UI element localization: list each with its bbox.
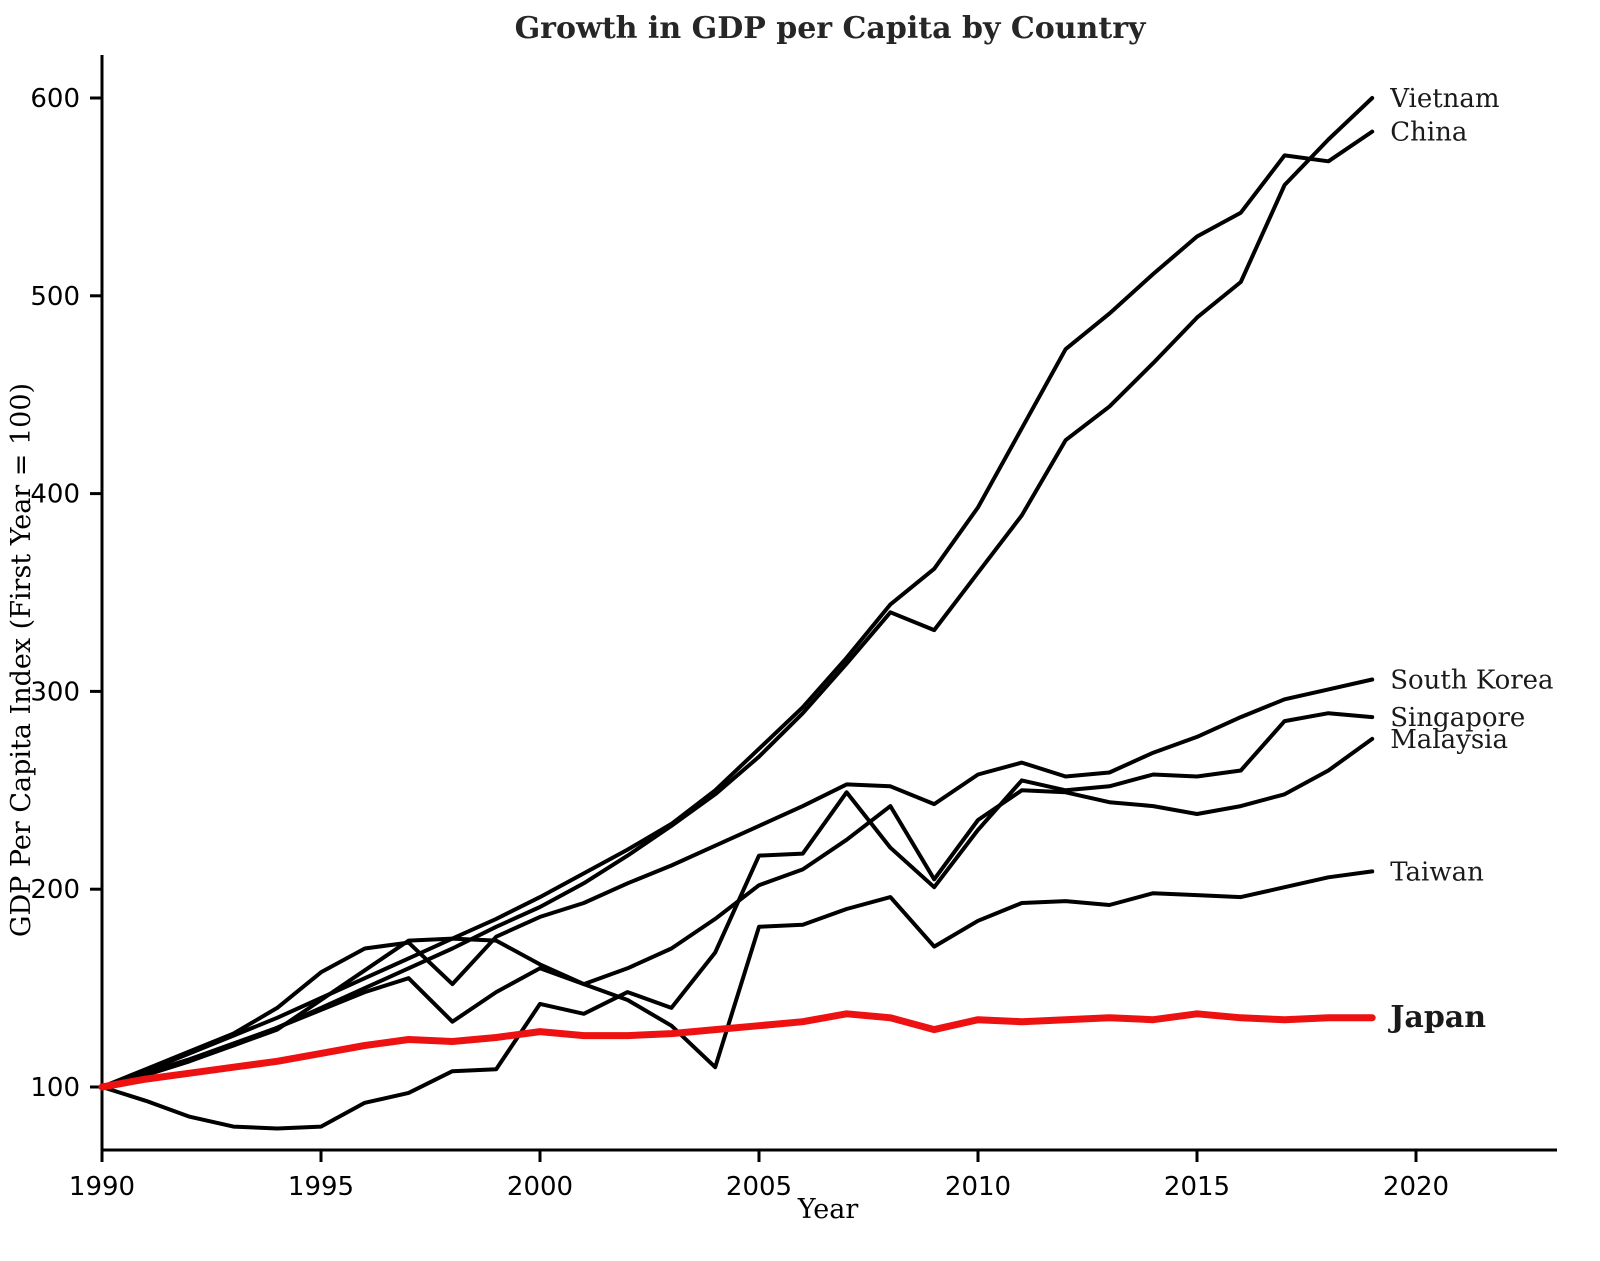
series-line-taiwan [100,869,1375,1089]
y-tick-label: 300 [30,677,80,707]
series-label-japan: Japan [1387,1000,1486,1035]
series-line-china [100,129,1375,1089]
y-tick-label: 200 [30,875,80,905]
x-tick-label: 1990 [69,1172,135,1202]
x-tick-label: 2015 [1164,1172,1230,1202]
x-tick-label: 2020 [1383,1172,1449,1202]
y-tick-label: 500 [30,282,80,312]
y-tick-label: 100 [30,1073,80,1103]
series-label-vietnam: Vietnam [1389,84,1499,114]
series-label-singapore: Singapore [1390,703,1525,733]
chart-title: Growth in GDP per Capita by Country [515,11,1147,46]
series-end-labels: Vietnam China South Korea SingaporeMalaysia… [1387,84,1553,1035]
series-label-taiwan: Taiwan [1390,857,1484,887]
y-axis-label: GDP Per Capita Index (First Year = 100) [6,383,37,937]
series-label-china: China [1390,118,1467,148]
series-label-south-korea: South Korea [1390,666,1553,696]
plot-area [98,96,1376,1131]
x-tick-label: 1995 [288,1172,354,1202]
plot-axes: 1990 1995 2000 2005 2010 2015 2020 100 200 300 400… [30,55,1557,1202]
series-line-vietnam [100,96,1375,1089]
series-label-malaysia: Malaysia [1390,725,1508,755]
y-tick-label: 400 [30,480,80,510]
x-tick-label: 2010 [945,1172,1011,1202]
x-tick-label: 2005 [726,1172,792,1202]
series-line-japan [98,1010,1376,1091]
series-line-south-korea [100,677,1375,1089]
series-line-malaysia [100,736,1375,1089]
y-tick-label: 600 [30,84,80,114]
x-tick-label: 2000 [507,1172,573,1202]
x-axis-label: Year [797,1194,859,1225]
